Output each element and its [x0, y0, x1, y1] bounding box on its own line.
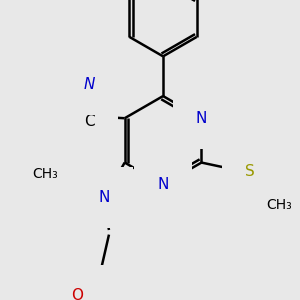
Text: N: N [99, 190, 110, 205]
Text: S: S [244, 164, 254, 179]
Text: CH₃: CH₃ [32, 167, 58, 181]
Text: C: C [84, 114, 95, 129]
Text: N: N [84, 77, 95, 92]
Text: N: N [196, 111, 207, 126]
Text: N: N [158, 177, 169, 192]
Text: O: O [72, 288, 84, 300]
Text: H: H [57, 288, 68, 300]
Text: CH₃: CH₃ [266, 198, 292, 212]
